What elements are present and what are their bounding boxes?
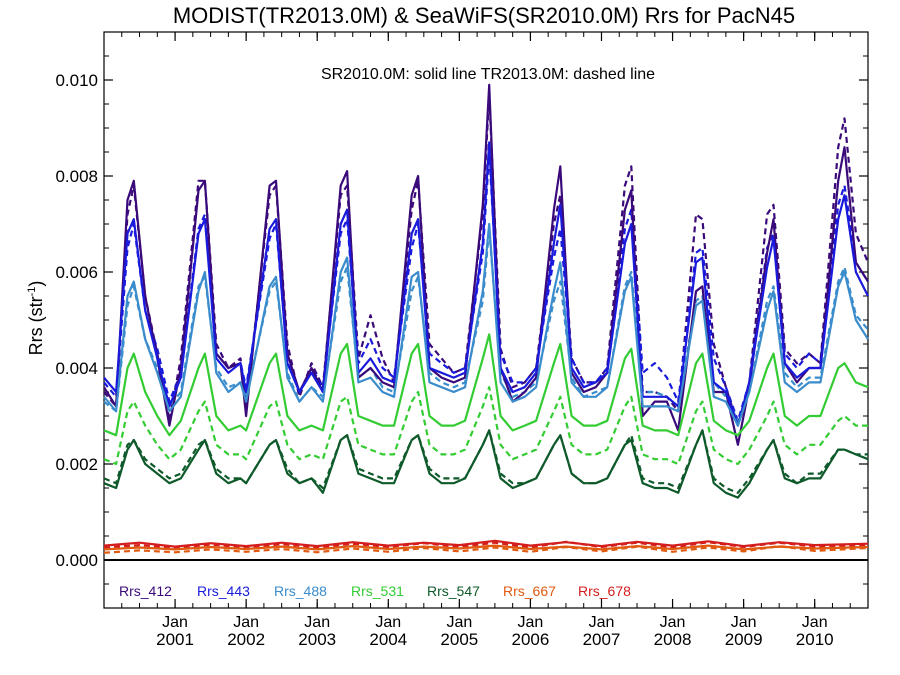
x-tick-label-month: Jan bbox=[731, 614, 757, 631]
x-tick-label-month: Jan bbox=[518, 614, 544, 631]
x-tick-label-year: 2005 bbox=[440, 630, 478, 649]
series-line-rrs-531-solid bbox=[103, 333, 869, 437]
x-tick-label-year: 2007 bbox=[583, 630, 621, 649]
x-tick-label-year: 2006 bbox=[512, 630, 550, 649]
x-tick-label-month: Jan bbox=[233, 614, 259, 631]
x-tick-label-month: Jan bbox=[375, 614, 401, 631]
series-line-rrs-531-dashed bbox=[103, 386, 868, 466]
series-line-rrs-678-solid bbox=[103, 539, 869, 548]
x-tick-label-year: 2002 bbox=[227, 630, 265, 649]
x-tick-label-month: Jan bbox=[446, 614, 472, 631]
legend-label-rrs-678: Rrs_678 bbox=[578, 583, 631, 599]
series-line-rrs-667-dashed bbox=[103, 545, 869, 554]
chart-title: MODIST(TR2013.0M) & SeaWiFS(SR2010.0M) R… bbox=[173, 3, 795, 28]
x-tick-label-month: Jan bbox=[304, 614, 330, 631]
x-tick-label-month: Jan bbox=[589, 614, 615, 631]
x-tick-label-month: Jan bbox=[162, 614, 188, 631]
legend-label-rrs-412: Rrs_412 bbox=[119, 583, 172, 599]
x-tick-label-year: 2004 bbox=[369, 630, 407, 649]
legend-label-rrs-488: Rrs_488 bbox=[274, 583, 327, 599]
x-tick-label-year: 2008 bbox=[654, 630, 692, 649]
x-tick-label-month: Jan bbox=[802, 614, 828, 631]
x-tick-label-year: 2009 bbox=[725, 630, 763, 649]
legend-label-rrs-443: Rrs_443 bbox=[197, 583, 250, 599]
y-tick-label: 0.010 bbox=[55, 71, 98, 90]
series-line-rrs-547-dashed bbox=[103, 429, 868, 494]
series-line-rrs-412-solid bbox=[103, 83, 869, 446]
y-axis-label-superscript: -1 bbox=[26, 287, 38, 297]
x-tick-label-year: 2003 bbox=[298, 630, 336, 649]
y-tick-label: 0.004 bbox=[55, 359, 98, 378]
legend-label-rrs-667: Rrs_667 bbox=[503, 583, 556, 599]
series-line-rrs-667-solid bbox=[103, 544, 869, 551]
x-tick-label-year: 2001 bbox=[156, 630, 194, 649]
y-axis-label-main: Rrs (str bbox=[26, 296, 46, 355]
legend-label-rrs-547: Rrs_547 bbox=[427, 583, 480, 599]
chart-annotation: SR2010.0M: solid line TR2013.0M: dashed … bbox=[321, 66, 655, 83]
plot-area: 0.0000.0020.0040.0060.0080.010Jan2001Jan… bbox=[55, 31, 870, 649]
series-line-rrs-547-solid bbox=[103, 429, 869, 499]
legend-label-rrs-531: Rrs_531 bbox=[351, 583, 404, 599]
x-tick-label-year: 2010 bbox=[796, 630, 834, 649]
y-tick-label: 0.000 bbox=[55, 551, 98, 570]
y-axis-label-close: ) bbox=[26, 281, 46, 287]
series-line-rrs-488-solid bbox=[103, 222, 869, 427]
y-tick-label: 0.006 bbox=[55, 263, 98, 282]
x-tick-label-month: Jan bbox=[660, 614, 686, 631]
y-tick-label: 0.002 bbox=[55, 455, 98, 474]
y-tick-label: 0.008 bbox=[55, 167, 98, 186]
y-axis-label: Rrs (str-1) bbox=[26, 281, 46, 356]
